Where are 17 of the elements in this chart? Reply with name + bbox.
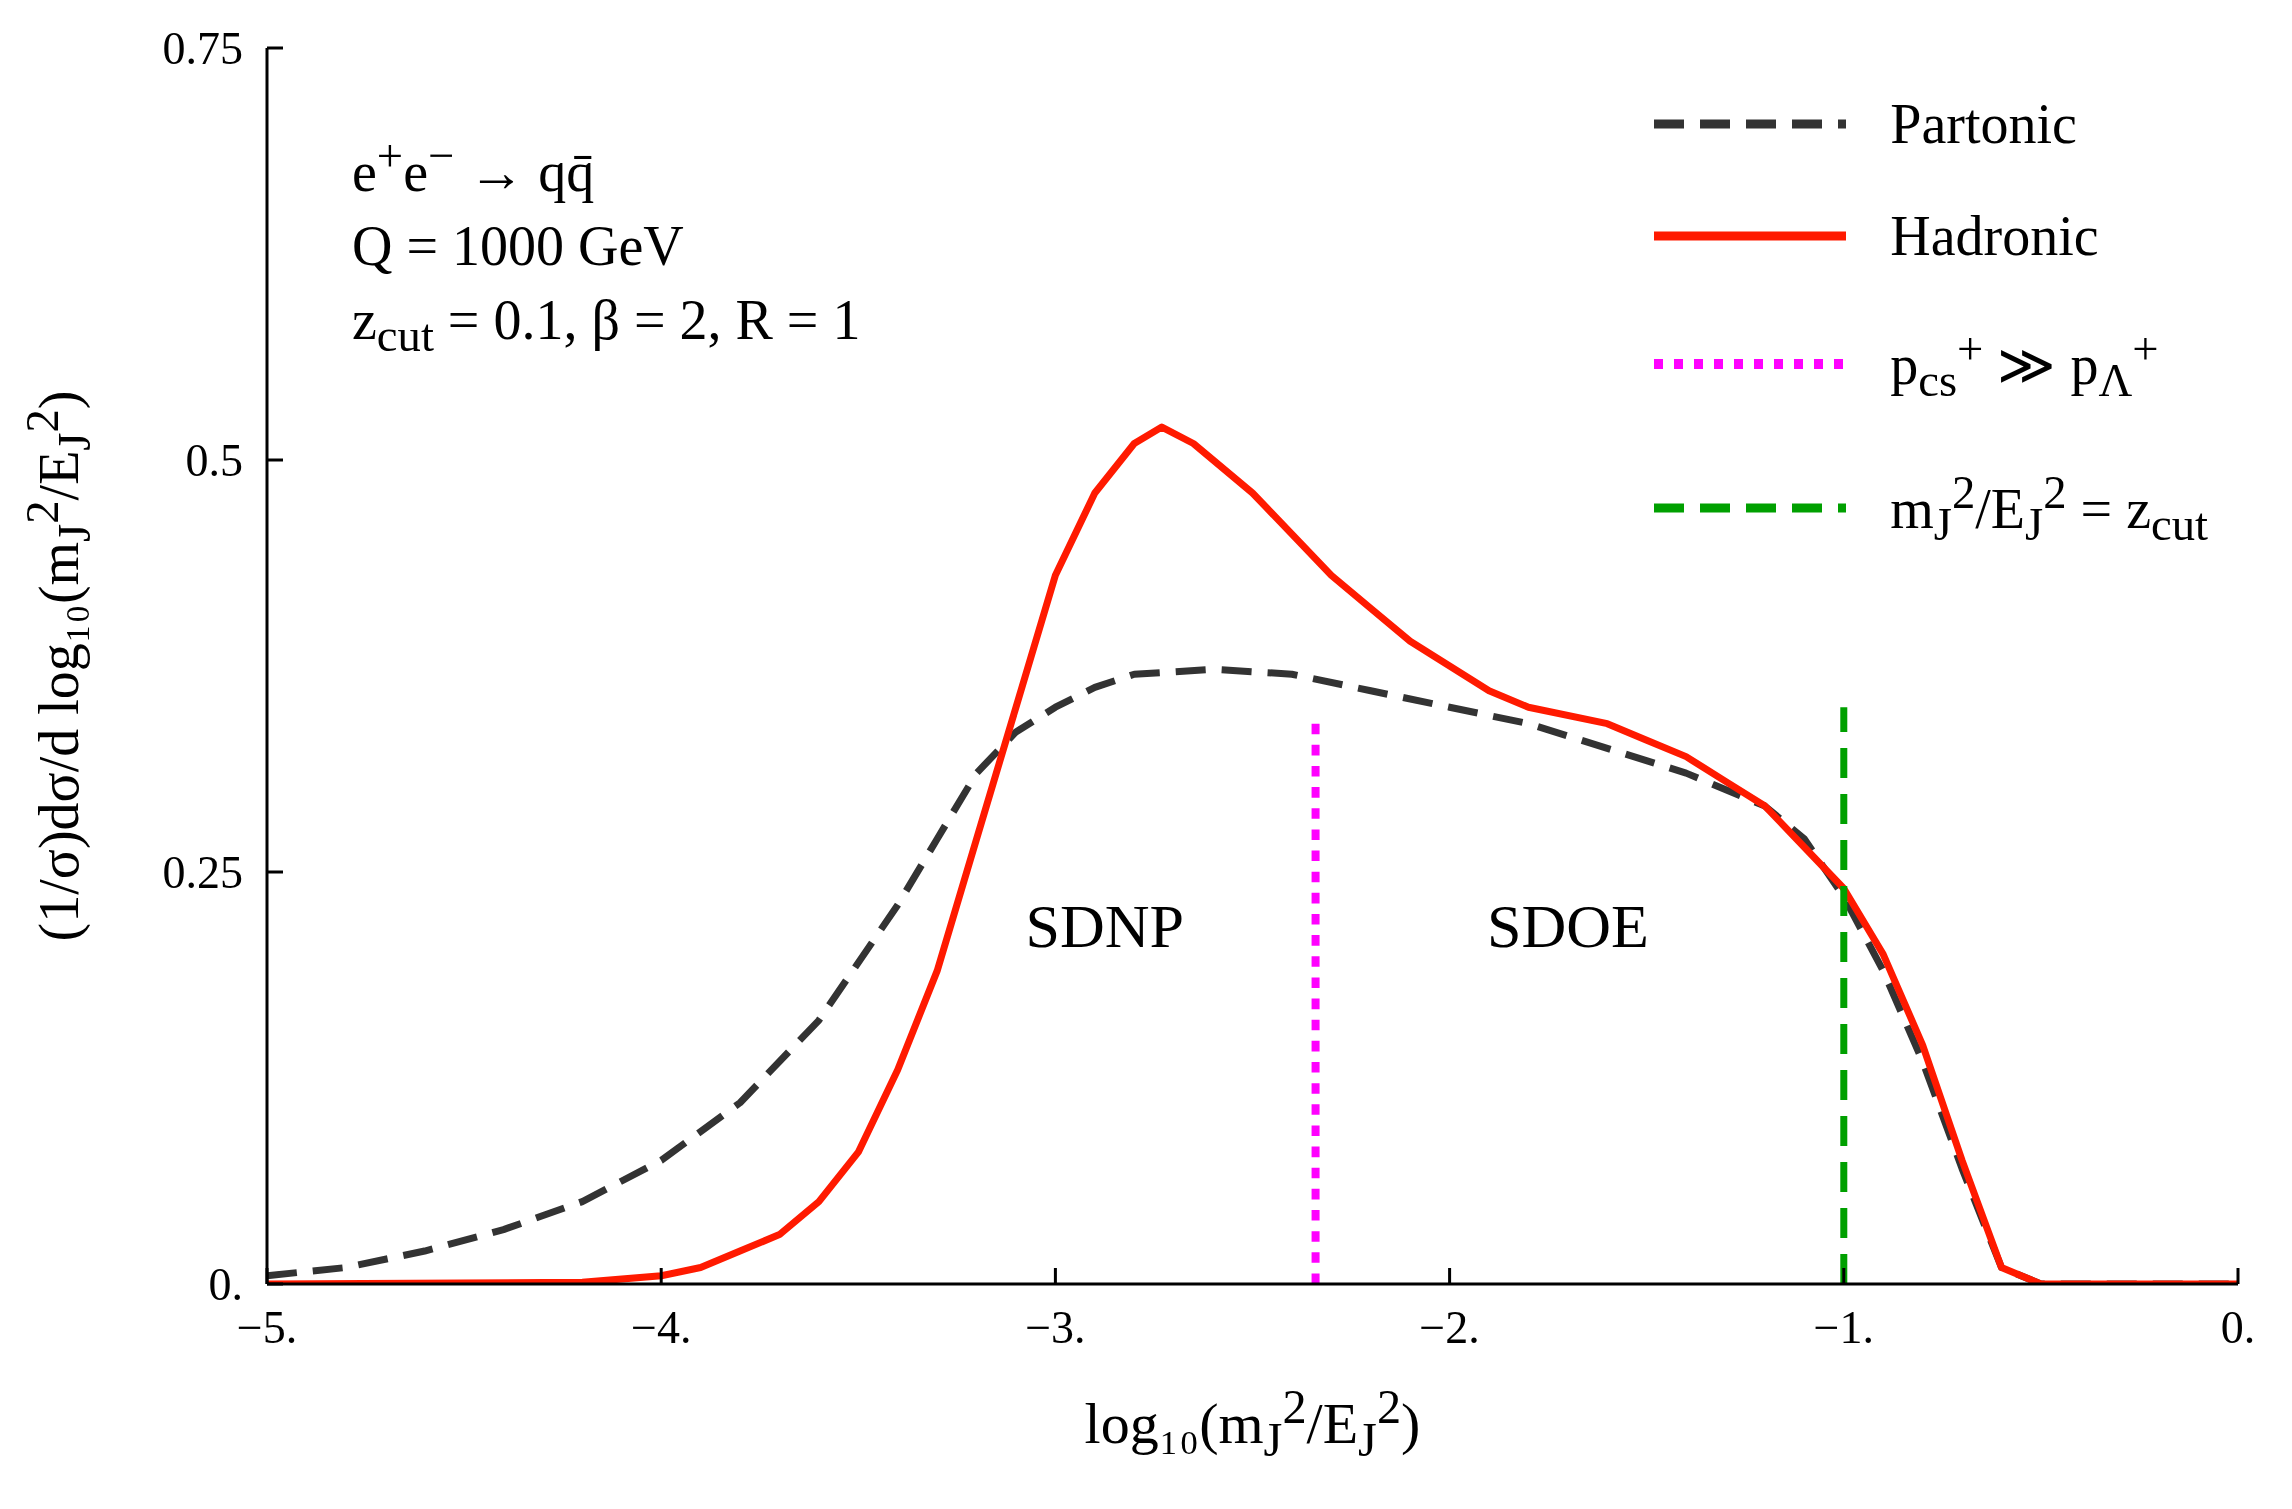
annotation: Q = 1000 GeV: [352, 214, 684, 277]
y-tick-label: 0.75: [162, 23, 243, 75]
legend-label: m$_{J}$$^{2}$/E$_{J}$$^{2}$ = z$_{cut}$: [1890, 464, 2208, 552]
annotation: z$_{cut}$ = 0.1, β = 2, R = 1: [352, 288, 861, 361]
annotation: SDNP: [1025, 891, 1184, 960]
x-tick-label: −3.: [1025, 1301, 1086, 1353]
x-tick-label: −2.: [1419, 1301, 1480, 1353]
x-tick-label: −1.: [1813, 1301, 1875, 1353]
x-tick-label: 0.: [2220, 1301, 2256, 1353]
x-axis-title: log₁₀(m$_{J}$$^{2}$/E$_{J}$$^{2}$): [1084, 1380, 1421, 1466]
legend-label: Hadronic: [1890, 204, 2099, 269]
legend-label: Partonic: [1890, 92, 2077, 157]
annotation: e$^{+}$e$^{−}$ → qq̄: [352, 129, 595, 203]
y-tick-label: 0.25: [162, 847, 243, 899]
x-tick-label: −4.: [630, 1301, 692, 1353]
annotation: SDOE: [1486, 891, 1649, 960]
y-tick-label: 0.5: [185, 435, 243, 487]
